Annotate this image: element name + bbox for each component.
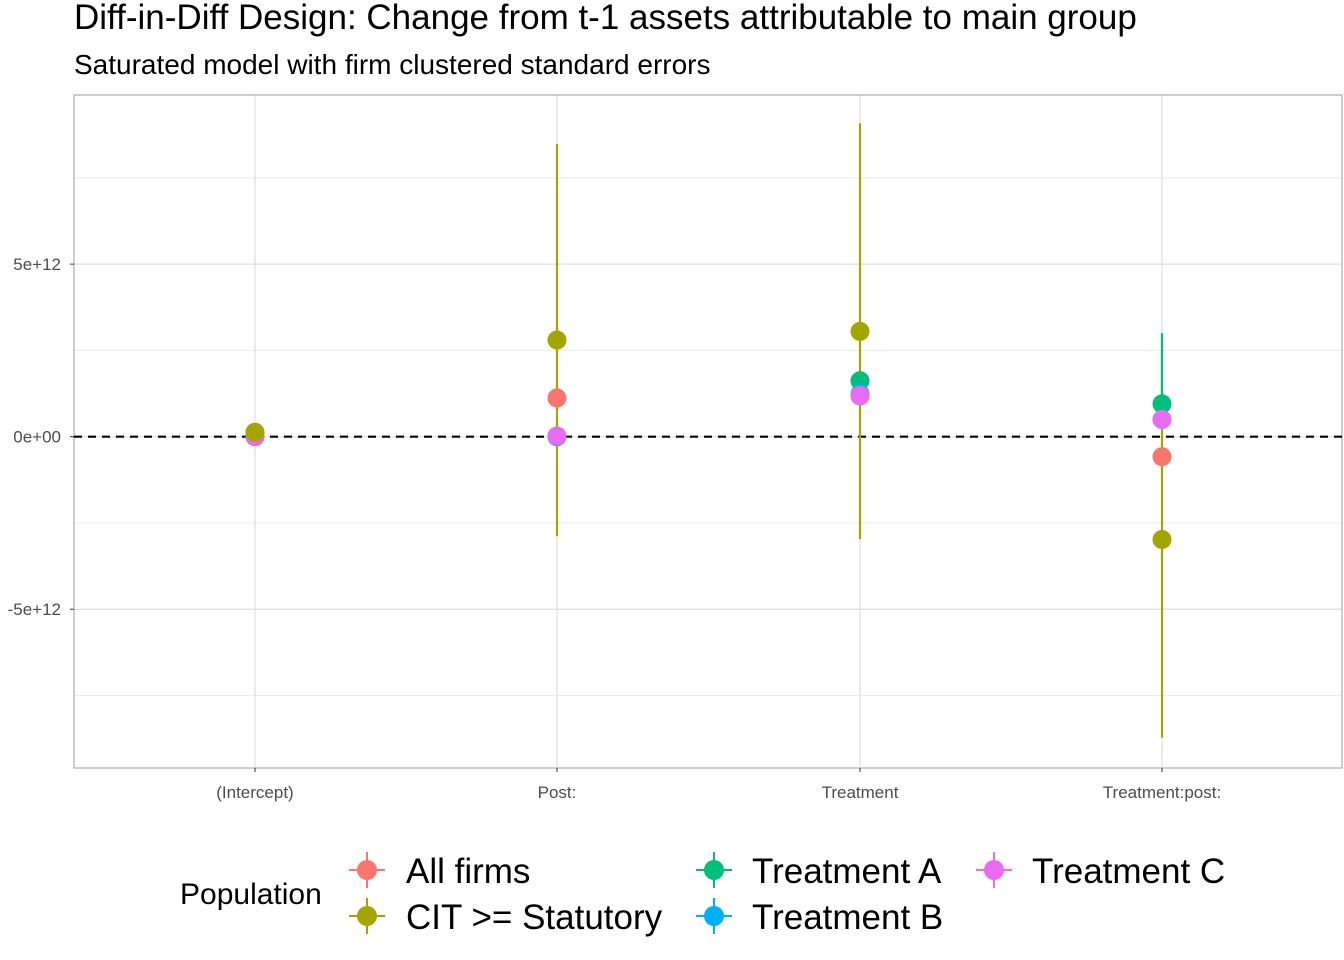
legend: Population All firms CIT >= Statutory Trea…: [180, 852, 1225, 937]
legend-key-point: [704, 906, 724, 926]
legend-item: CIT >= Statutory: [349, 898, 663, 937]
legend-key-point: [704, 860, 724, 880]
data-point: [1152, 530, 1172, 550]
legend-label: Treatment B: [752, 898, 943, 937]
legend-label: All firms: [406, 852, 530, 891]
data-point: [850, 385, 870, 405]
chart-title: Diff-in-Diff Design: Change from t-1 ass…: [74, 0, 1137, 37]
x-tick-label: Treatment: [822, 783, 899, 802]
panel-background: [74, 95, 1342, 768]
legend-key-point: [984, 860, 1004, 880]
legend-key-point: [357, 860, 377, 880]
axes: -5e+12 0e+00 5e+12 (Intercept) Post: Treatmen…: [8, 255, 1222, 802]
y-tick-label: 5e+12: [13, 255, 61, 274]
data-point: [245, 422, 265, 442]
data-point: [547, 426, 567, 446]
data-point: [547, 330, 567, 350]
legend-item: All firms: [349, 852, 530, 891]
data-point: [1152, 447, 1172, 467]
x-tick-label: Post:: [538, 783, 577, 802]
legend-item: Treatment C: [976, 852, 1225, 891]
data-marks: [74, 123, 1342, 738]
x-tick-label: Treatment:post:: [1103, 783, 1221, 802]
data-point: [850, 321, 870, 341]
legend-title: Population: [180, 878, 322, 911]
chart-subtitle: Saturated model with firm clustered stan…: [74, 49, 711, 80]
data-point: [1152, 394, 1172, 414]
legend-item: Treatment A: [696, 852, 942, 891]
data-point: [547, 388, 567, 408]
legend-item: Treatment B: [696, 898, 943, 937]
legend-label: CIT >= Statutory: [406, 898, 663, 937]
data-point: [850, 371, 870, 391]
legend-key-point: [357, 906, 377, 926]
legend-label: Treatment C: [1032, 852, 1225, 891]
y-tick-label: 0e+00: [13, 428, 61, 447]
data-point: [1152, 409, 1172, 429]
y-tick-label: -5e+12: [8, 600, 61, 619]
legend-label: Treatment A: [752, 852, 942, 891]
panel-border: [73, 94, 1343, 769]
x-tick-label: (Intercept): [216, 783, 293, 802]
